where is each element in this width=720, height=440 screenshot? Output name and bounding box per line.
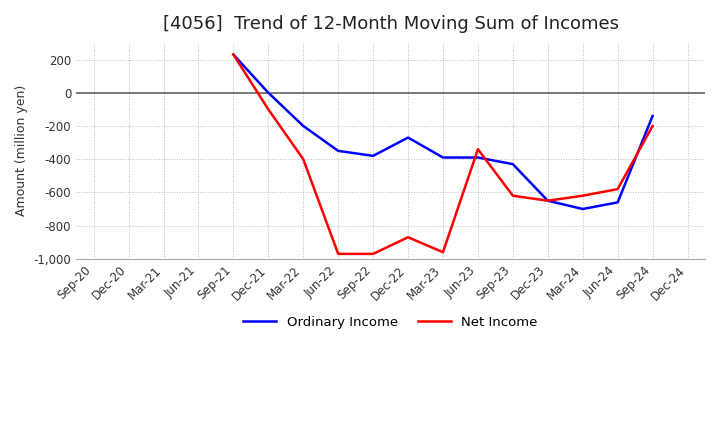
Net Income xyxy=(334,251,343,257)
Net Income xyxy=(613,187,622,192)
Title: [4056]  Trend of 12-Month Moving Sum of Incomes: [4056] Trend of 12-Month Moving Sum of I… xyxy=(163,15,618,33)
Ordinary Income xyxy=(299,123,307,128)
Ordinary Income xyxy=(544,198,552,203)
Ordinary Income xyxy=(369,153,377,158)
Y-axis label: Amount (million yen): Amount (million yen) xyxy=(15,85,28,216)
Net Income xyxy=(404,235,413,240)
Line: Ordinary Income: Ordinary Income xyxy=(233,55,652,209)
Ordinary Income xyxy=(474,155,482,160)
Ordinary Income xyxy=(404,135,413,140)
Ordinary Income xyxy=(648,114,657,119)
Ordinary Income xyxy=(264,90,273,95)
Legend: Ordinary Income, Net Income: Ordinary Income, Net Income xyxy=(238,310,543,334)
Net Income xyxy=(299,157,307,162)
Net Income xyxy=(508,193,517,198)
Ordinary Income xyxy=(508,161,517,167)
Net Income xyxy=(438,249,447,255)
Ordinary Income xyxy=(613,200,622,205)
Net Income xyxy=(544,198,552,203)
Net Income xyxy=(229,52,238,57)
Net Income xyxy=(474,147,482,152)
Net Income xyxy=(369,251,377,257)
Ordinary Income xyxy=(578,206,587,212)
Net Income xyxy=(578,193,587,198)
Line: Net Income: Net Income xyxy=(233,55,652,254)
Ordinary Income xyxy=(229,52,238,57)
Ordinary Income xyxy=(438,155,447,160)
Ordinary Income xyxy=(334,148,343,154)
Net Income xyxy=(264,106,273,112)
Net Income xyxy=(648,123,657,128)
